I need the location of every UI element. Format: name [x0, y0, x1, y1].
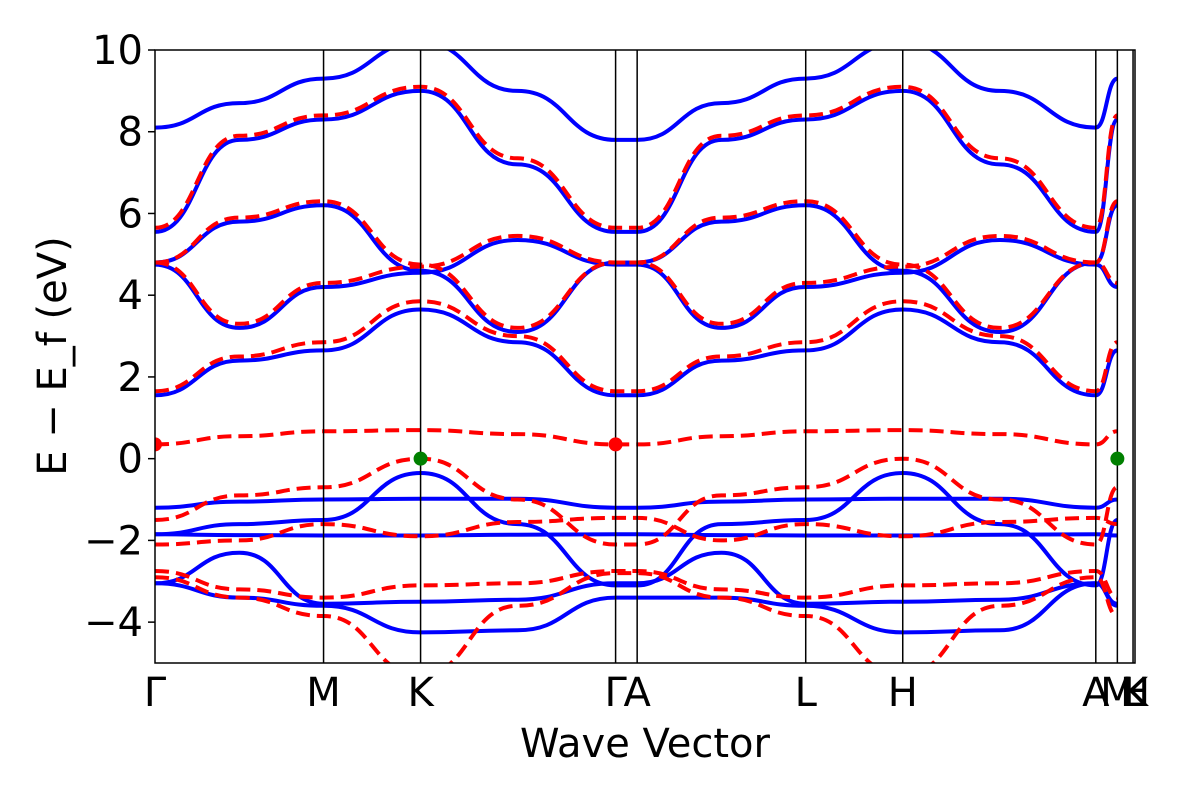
- band-curves: [155, 50, 1120, 663]
- kpoint-label-3: Γ: [604, 670, 627, 716]
- kpoint-label-1: M: [306, 670, 341, 716]
- solid-band-3: [155, 88, 1120, 234]
- dashed-band-1: [155, 233, 1118, 326]
- y-tick-label-1: −2: [84, 518, 143, 564]
- marker-2: [413, 451, 428, 466]
- solid-band-5: [155, 496, 1118, 510]
- solid-band-9: [155, 581, 1118, 635]
- y-tick-label-3: 2: [118, 355, 143, 401]
- kpoint-label-8: M: [1100, 670, 1135, 716]
- marker-3: [1110, 451, 1125, 466]
- kpoint-label-2: K: [407, 670, 435, 716]
- plot-frame: [154, 49, 1136, 664]
- kpoint-label-7: A: [1082, 670, 1110, 716]
- y-tick-label-4: 4: [118, 273, 143, 319]
- y-axis-label: E − E_f (eV): [30, 236, 76, 475]
- y-tick-label-6: 8: [118, 110, 143, 156]
- marker-1: [608, 437, 623, 452]
- kpoint-label-5: L: [795, 670, 818, 716]
- dashed-band-0: [155, 299, 1119, 394]
- kpoint-label-6: H: [888, 670, 918, 716]
- solid-band-1: [155, 237, 1118, 330]
- kpoint-label-10: H: [1120, 670, 1150, 716]
- kpoint-label-9: L: [1122, 670, 1145, 716]
- y-tick-label-2: 0: [118, 437, 143, 483]
- kpoint-lines: [322, 50, 1134, 663]
- solid-band-2: [155, 203, 1119, 335]
- x-axis-label: Wave Vector: [520, 721, 771, 767]
- kpoint-label-11: K: [1122, 670, 1150, 716]
- kpoint-label-0: Γ: [144, 670, 167, 716]
- solid-band-4: [155, 50, 1119, 142]
- point-markers: [155, 437, 1125, 466]
- y-tick-label-5: 6: [118, 191, 143, 237]
- y-axis-ticks: −4 −2 0 2 4 6 8 10: [84, 28, 155, 646]
- dashed-band-4: [155, 428, 1118, 447]
- kpoint-label-4: A: [623, 670, 651, 716]
- marker-0: [155, 437, 162, 452]
- y-tick-label-0: −4: [84, 600, 143, 646]
- dashed-band-8: [155, 571, 1119, 663]
- solid-band-7: [155, 532, 1118, 538]
- y-tick-label-7: 10: [92, 28, 143, 74]
